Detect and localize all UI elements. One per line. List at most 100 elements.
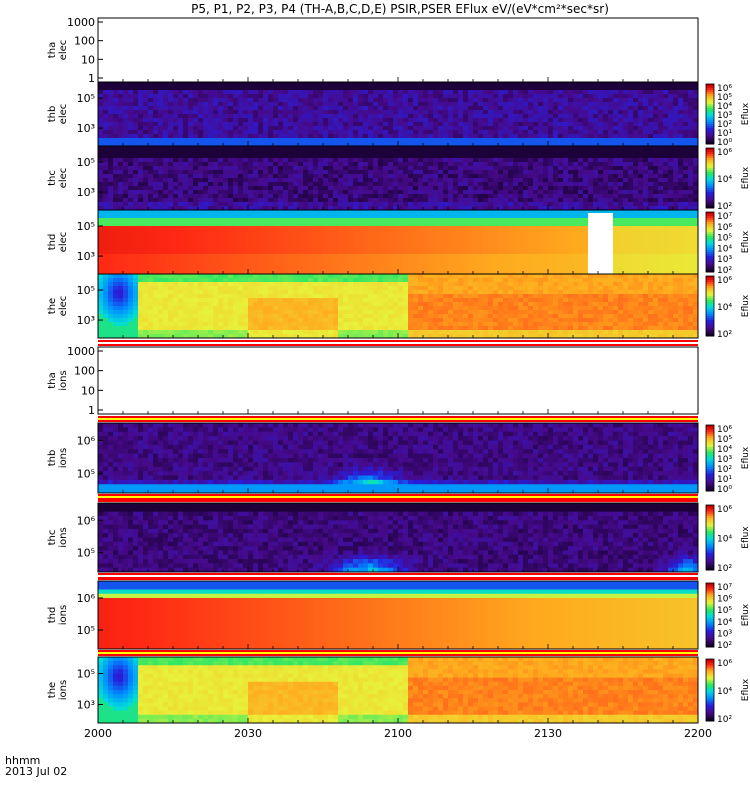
spectrogram-cell [253,254,259,259]
spectrogram-cell [148,250,154,255]
spectrogram-cell [528,158,534,163]
spectrogram-cell [143,206,149,211]
spectrogram-cell [143,182,149,187]
spectrogram-cell [248,122,254,127]
spectrogram-cell [208,150,214,155]
spectrogram-cell [163,86,169,91]
spectrogram-cell [363,150,369,155]
spectrogram-cell [418,86,424,91]
spectrogram-cell [108,142,114,147]
spectrogram-cell [678,142,684,147]
spectrogram-cell [218,126,224,131]
spectrogram-cell [578,98,584,103]
spectrogram-cell [283,122,289,127]
spectrogram-cell [388,146,394,151]
spectrogram-cell [348,154,354,159]
spectrogram-cell [168,86,174,91]
spectrogram-cell [163,174,169,179]
spectrogram-cell [558,190,564,195]
spectrogram-cell [438,158,444,163]
spectrogram-cell [493,86,499,91]
spectrogram-cell [193,182,199,187]
spectrogram-cell [258,122,264,127]
spectrogram-cell [163,242,169,247]
spectrogram-cell [433,106,439,111]
spectrogram-cell [598,158,604,163]
spectrogram-cell [363,246,369,251]
spectrogram-cell [453,146,459,151]
spectrogram-cell [233,166,239,171]
spectrogram-cell [378,270,384,275]
spectrogram-cell [113,222,119,227]
spectrogram-cell [693,134,699,139]
spectrogram-cell [238,118,244,123]
spectrogram-cell [628,150,634,155]
spectrogram-cell [493,146,499,151]
spectrogram-cell [683,118,689,123]
spectrogram-cell [348,158,354,163]
spectrogram-cell [598,142,604,147]
spectrogram-cell [563,158,569,163]
spectrogram-cell [328,122,334,127]
spectrogram-cell [638,118,644,123]
spectrogram-cell [453,130,459,135]
spectrogram-cell [683,158,689,163]
spectrogram-cell [298,214,304,219]
spectrogram-cell [483,178,489,183]
panel-background [98,18,698,82]
spectrogram-cell [303,234,309,239]
spectrogram-cell [283,246,289,251]
spectrogram-cell [333,258,339,263]
spectrogram-cell [183,138,189,143]
spectrogram-cell [653,134,659,139]
spectrogram-cell [398,110,404,115]
spectrogram-cell [288,266,294,271]
spectrogram-cell [428,198,434,203]
spectrogram-cell [473,158,479,163]
spectrogram-cell [218,114,224,119]
spectrogram-cell [188,254,194,259]
y-tick-label: 1 [88,72,95,85]
spectrogram-cell [173,234,179,239]
spectrogram-cell [358,242,364,247]
spectrogram-cell [158,150,164,155]
spectrogram-cell [588,202,594,207]
spectrogram-cell [388,246,394,251]
spectrogram-cell [693,122,699,127]
spectrogram-cell [558,170,564,175]
spectrogram-cell [138,166,144,171]
spectrogram-cell [308,222,314,227]
spectrogram-cell [603,166,609,171]
spectrogram-cell [148,222,154,227]
spectrogram-cell [393,250,399,255]
spectrogram-cell [103,246,109,251]
spectrogram-cell [108,82,114,87]
spectrogram-cell [243,106,249,111]
spectrogram-cell [438,82,444,87]
spectrogram-cell [568,110,574,115]
spectrogram-cell [558,102,564,107]
spectrogram-cell [253,86,259,91]
spectrogram-cell [133,178,139,183]
spectrogram-cell [403,166,409,171]
spectrogram-cell [143,210,149,215]
spectrogram-cell [263,110,269,115]
spectrogram-cell [528,174,534,179]
spectrogram-cell [98,226,104,231]
colorbar-cell [706,192,714,195]
spectrogram-cell [298,150,304,155]
spectrogram-cell [118,158,124,163]
spectrogram-cell [328,254,334,259]
spectrogram-cell [283,190,289,195]
spectrogram-cell [558,114,564,119]
spectrogram-cell [693,162,699,167]
spectrogram-cell [358,262,364,267]
spectrogram-cell [578,162,584,167]
spectrogram-cell [258,118,264,123]
spectrogram-cell [393,234,399,239]
spectrogram-cell [288,122,294,127]
spectrogram-cell [268,246,274,251]
spectrogram-cell [498,94,504,99]
spectrogram-cell [388,122,394,127]
spectrogram-cell [613,138,619,143]
